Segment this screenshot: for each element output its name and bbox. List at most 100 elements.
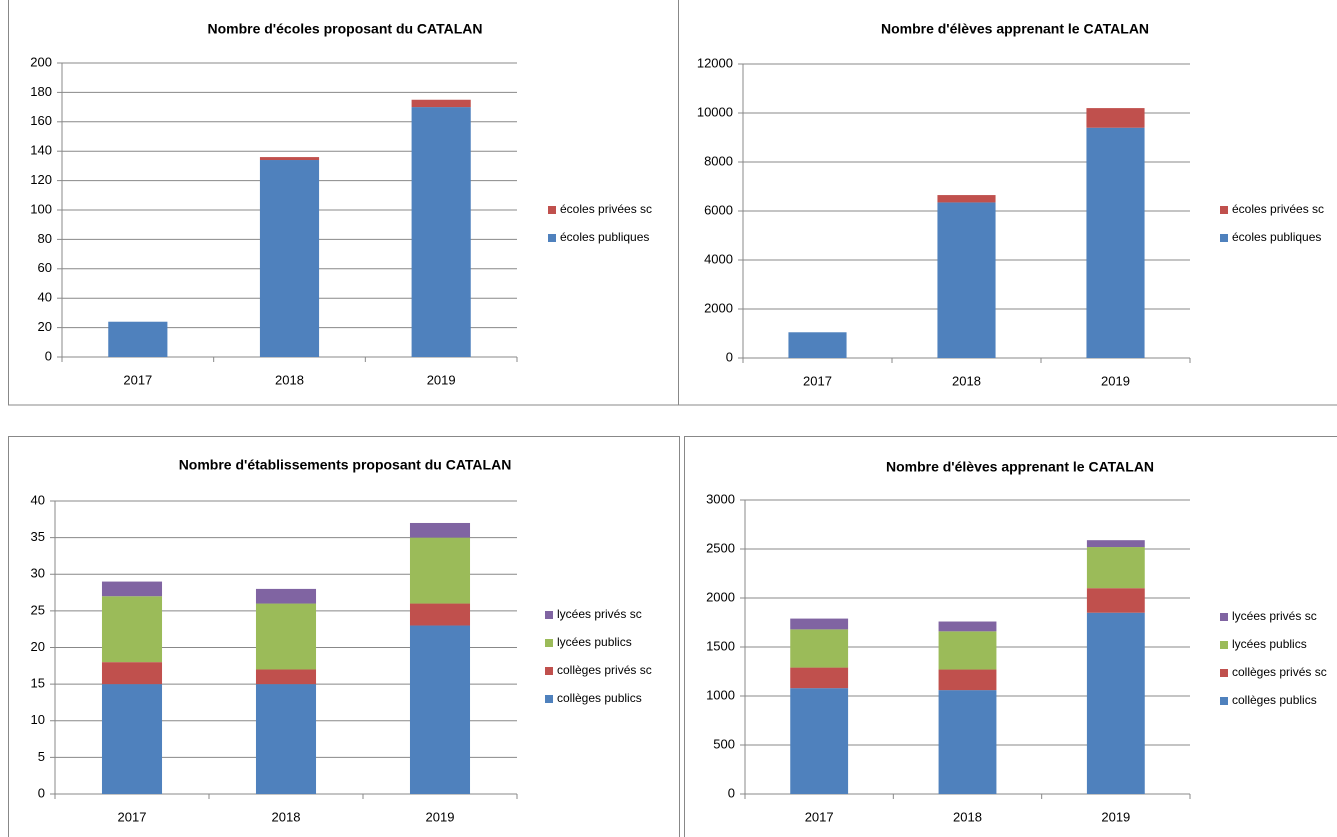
legend-swatch (545, 611, 553, 619)
bar-segment (1086, 588, 1145, 613)
y-tick-label: 6000 (704, 202, 733, 217)
y-tick-label: 140 (30, 143, 52, 158)
bar-segment (411, 99, 471, 108)
y-tick-label: 10000 (697, 104, 733, 119)
chart-title: Nombre d'établissements proposant du CAT… (179, 457, 512, 473)
x-tick-label: 2017 (123, 372, 152, 387)
bar-segment (937, 195, 996, 203)
y-tick-label: 40 (38, 290, 52, 305)
y-tick-label: 1500 (706, 638, 735, 653)
legend-swatch (1220, 206, 1228, 214)
bar-segment (409, 537, 471, 604)
legend-label: écoles publiques (560, 230, 649, 244)
y-tick-label: 30 (31, 566, 45, 581)
bar-segment (1086, 612, 1145, 794)
legend-swatch (545, 667, 553, 675)
legend-label: écoles publiques (1232, 230, 1321, 244)
y-tick-label: 8000 (704, 153, 733, 168)
legend-label: lycées publics (557, 635, 632, 649)
bar-segment (938, 690, 997, 794)
panel (678, 0, 1337, 406)
legend-swatch (545, 695, 553, 703)
legend-label: écoles privées sc (1232, 202, 1324, 216)
bar-segment (255, 588, 317, 604)
x-tick-label: 2018 (275, 372, 304, 387)
bar-segment (259, 157, 320, 161)
x-tick-label: 2018 (272, 809, 301, 824)
bar-segment (409, 603, 471, 626)
legend-swatch (548, 206, 556, 214)
y-tick-label: 5 (38, 749, 45, 764)
legend-swatch (545, 639, 553, 647)
y-tick-label: 60 (38, 260, 52, 275)
y-tick-label: 20 (31, 639, 45, 654)
legend-swatch (1220, 613, 1228, 621)
chart-title: Nombre d'élèves apprenant le CATALAN (886, 459, 1154, 475)
legend-label: lycées privés sc (1232, 609, 1317, 623)
bar-segment (788, 332, 847, 358)
y-tick-label: 0 (728, 785, 735, 800)
bar-segment (255, 669, 317, 685)
bar-segment (101, 581, 163, 597)
bar-segment (255, 684, 317, 794)
y-tick-label: 4000 (704, 251, 733, 266)
chart-title: Nombre d'élèves apprenant le CATALAN (881, 21, 1149, 37)
bar-segment (938, 621, 997, 632)
y-tick-label: 180 (30, 84, 52, 99)
x-tick-label: 2019 (427, 372, 456, 387)
y-tick-label: 200 (30, 54, 52, 69)
y-tick-label: 40 (31, 492, 45, 507)
y-tick-label: 160 (30, 113, 52, 128)
bar-segment (790, 629, 849, 668)
legend-label: lycées privés sc (557, 607, 642, 621)
legend-swatch (548, 234, 556, 242)
legend-label: collèges privés sc (1232, 665, 1327, 679)
y-tick-label: 15 (31, 676, 45, 691)
bar-segment (938, 669, 997, 691)
y-tick-label: 80 (38, 231, 52, 246)
bar-segment (101, 596, 163, 663)
y-tick-label: 0 (726, 349, 733, 364)
bar-segment (790, 667, 849, 689)
y-tick-label: 2000 (706, 589, 735, 604)
x-tick-label: 2017 (803, 373, 832, 388)
legend-swatch (1220, 669, 1228, 677)
legend-label: collèges publics (557, 691, 642, 705)
y-tick-label: 0 (45, 348, 52, 363)
y-tick-label: 1000 (706, 687, 735, 702)
bar-segment (409, 625, 471, 794)
legend-label: collèges publics (1232, 693, 1317, 707)
y-tick-label: 120 (30, 172, 52, 187)
bar-segment (790, 618, 849, 630)
bar-segment (1086, 547, 1145, 589)
x-tick-label: 2017 (805, 809, 834, 824)
bar-segment (1086, 127, 1145, 358)
bar-segment (108, 321, 168, 357)
y-tick-label: 2500 (706, 540, 735, 555)
bar-segment (790, 688, 849, 794)
y-tick-label: 100 (30, 201, 52, 216)
chart-title: Nombre d'écoles proposant du CATALAN (207, 21, 482, 37)
y-tick-label: 25 (31, 602, 45, 617)
y-tick-label: 10 (31, 712, 45, 727)
bar-segment (411, 107, 471, 357)
y-tick-label: 35 (31, 529, 45, 544)
bar-segment (938, 631, 997, 670)
y-tick-label: 12000 (697, 55, 733, 70)
bar-segment (1086, 108, 1145, 128)
y-tick-label: 2000 (704, 300, 733, 315)
legend-swatch (1220, 697, 1228, 705)
x-tick-label: 2018 (953, 809, 982, 824)
legend-swatch (1220, 641, 1228, 649)
legend-label: collèges privés sc (557, 663, 652, 677)
bar-segment (937, 202, 996, 358)
bar-segment (259, 160, 320, 357)
x-tick-label: 2017 (118, 809, 147, 824)
bar-segment (409, 522, 471, 538)
legend-swatch (1220, 234, 1228, 242)
bar-segment (1086, 540, 1145, 548)
bar-segment (255, 603, 317, 670)
y-tick-label: 20 (38, 319, 52, 334)
legend-label: lycées publics (1232, 637, 1307, 651)
